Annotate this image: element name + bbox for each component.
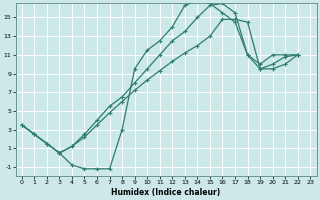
X-axis label: Humidex (Indice chaleur): Humidex (Indice chaleur) — [111, 188, 221, 197]
